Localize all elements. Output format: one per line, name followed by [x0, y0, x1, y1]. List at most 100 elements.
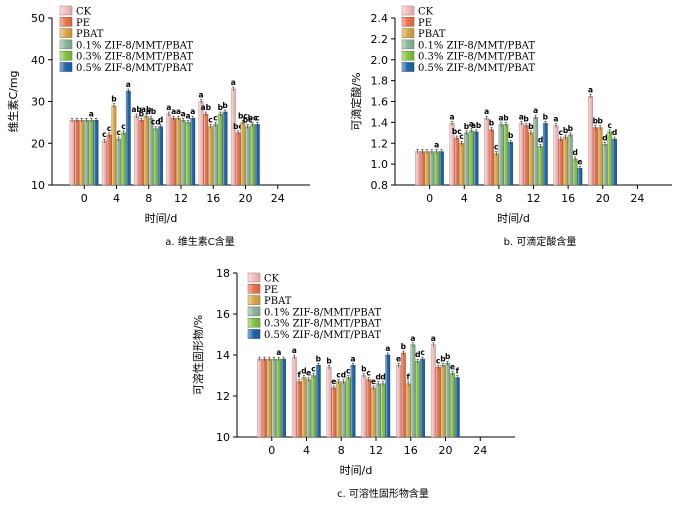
- significance-label: a: [431, 334, 436, 343]
- bar: [454, 377, 460, 438]
- legend-swatch: [247, 295, 261, 305]
- significance-label: b: [503, 113, 509, 122]
- legend-label: 0.5% ZIF-8/MMT/PBAT: [76, 63, 193, 74]
- bar: [607, 131, 613, 186]
- x-axis-title: 时间/d: [497, 212, 530, 225]
- bar: [190, 117, 196, 186]
- significance-label: c: [459, 132, 463, 141]
- bar: [245, 126, 251, 186]
- significance-label: b: [563, 126, 569, 135]
- significance-label: bc: [238, 111, 248, 120]
- bar: [175, 117, 181, 186]
- significance-label: ab: [201, 103, 212, 112]
- chart-panel-1: 10 20 30 40 50 0 4 8 12 16 20 24 时间/d 维生素C/mg a. 维生素C含…: [6, 5, 310, 248]
- bar: [291, 356, 297, 438]
- y-tick-label: 1.8: [371, 75, 389, 88]
- significance-label: f: [407, 373, 411, 382]
- bar: [424, 151, 430, 186]
- bar: [523, 125, 529, 186]
- significance-label: a: [166, 103, 171, 112]
- significance-label: d: [158, 116, 163, 125]
- significance-label: a: [292, 346, 297, 355]
- legend-label: PE: [76, 18, 90, 29]
- bar: [612, 138, 617, 186]
- bar: [380, 383, 386, 438]
- bar: [400, 352, 406, 438]
- bar: [148, 117, 154, 186]
- bar: [558, 138, 564, 186]
- legend-swatch: [59, 17, 73, 27]
- bar: [125, 90, 131, 186]
- significance-label: b: [316, 354, 322, 363]
- bar: [419, 151, 425, 186]
- bar: [331, 387, 337, 438]
- significance-label: c: [366, 369, 370, 378]
- legend-label: PE: [418, 18, 432, 29]
- significance-label: bc: [248, 113, 258, 122]
- bar: [101, 140, 107, 186]
- bar: [588, 96, 593, 186]
- bar: [143, 115, 149, 186]
- y-tick-label: 12: [216, 390, 230, 403]
- significance-label: c: [208, 116, 212, 125]
- significance-label: b: [326, 356, 332, 365]
- bar: [222, 111, 228, 186]
- bar: [138, 120, 144, 186]
- significance-label: ab: [131, 105, 142, 114]
- bar: [276, 358, 282, 438]
- bar: [385, 354, 391, 438]
- significance-label: d: [415, 350, 420, 359]
- x-tick-label: 20: [596, 192, 610, 205]
- bar: [592, 127, 598, 186]
- bar: [261, 358, 267, 438]
- significance-label: a: [553, 115, 558, 124]
- significance-label: b: [111, 95, 117, 104]
- significance-label: c: [107, 124, 111, 133]
- significance-label: d: [602, 133, 607, 142]
- y-tick-label: 50: [31, 12, 45, 25]
- panel-caption: a. 维生素C含量: [165, 235, 234, 248]
- significance-label: a: [126, 80, 131, 89]
- significance-label: ab: [141, 105, 152, 114]
- significance-label: b: [464, 122, 470, 131]
- significance-label: a: [181, 109, 186, 118]
- legend-swatch: [247, 329, 261, 339]
- significance-label: c: [494, 143, 498, 152]
- bar: [121, 132, 126, 186]
- legend-swatch: [59, 5, 73, 16]
- significance-label: a: [199, 90, 204, 99]
- bar: [577, 168, 583, 186]
- bar: [440, 365, 446, 438]
- bar: [553, 125, 559, 186]
- significance-label: f: [297, 371, 301, 380]
- legend-label: 0.5% ZIF-8/MMT/PBAT: [418, 63, 535, 74]
- bar: [213, 124, 218, 186]
- bar: [498, 124, 504, 186]
- legend-label: 0.5% ZIF-8/MMT/PBAT: [264, 330, 381, 341]
- legend-label: PBAT: [264, 296, 292, 307]
- bar: [84, 120, 89, 186]
- significance-label: d: [572, 148, 577, 157]
- x-tick-label: 0: [268, 444, 275, 457]
- significance-label: a: [588, 85, 593, 94]
- legend-swatch: [59, 39, 73, 50]
- legend-swatch: [401, 62, 415, 72]
- significance-label: a: [533, 106, 538, 115]
- bar: [203, 113, 209, 186]
- bar: [116, 138, 122, 186]
- significance-label: b: [218, 103, 224, 112]
- y-axis-title: 维生素C/mg: [6, 70, 20, 132]
- y-tick-label: 10: [31, 179, 45, 192]
- significance-label: d: [380, 373, 385, 382]
- significance-label: a: [385, 344, 390, 353]
- significance-label: b: [445, 352, 451, 361]
- legend-swatch: [401, 50, 415, 61]
- bar: [69, 120, 75, 186]
- y-tick-label: 2.4: [371, 12, 389, 25]
- bar: [230, 88, 236, 186]
- significance-label: a: [89, 109, 94, 118]
- significance-label: c: [346, 367, 350, 376]
- bar: [366, 379, 371, 438]
- bar: [415, 151, 420, 186]
